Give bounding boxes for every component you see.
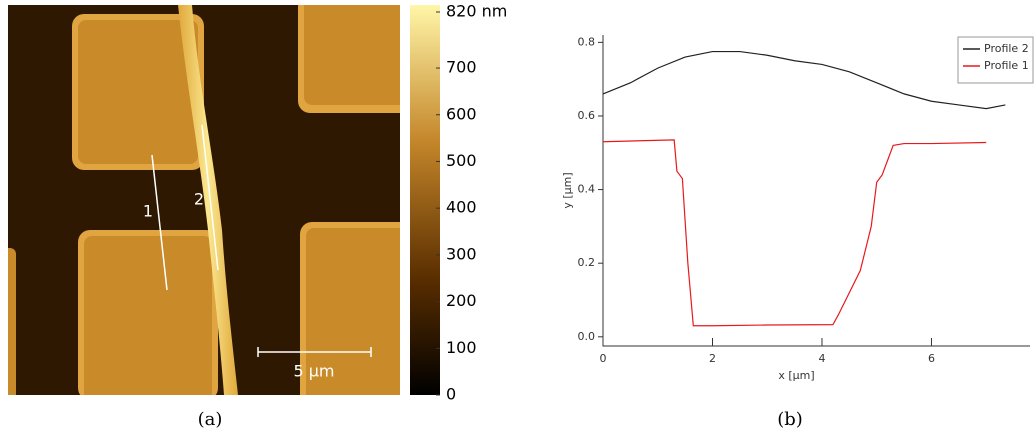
y-tick-label: 0.6 bbox=[578, 109, 596, 122]
x-axis-label: x [µm] bbox=[778, 369, 814, 382]
x-tick-label: 4 bbox=[818, 352, 825, 365]
legend-box bbox=[957, 36, 1034, 84]
x-tick-label: 0 bbox=[600, 352, 607, 365]
colorbar-label: 600 bbox=[446, 104, 477, 123]
profile-label: 1 bbox=[143, 202, 153, 221]
legend-label: Profile 2 bbox=[984, 42, 1029, 55]
caption: (a) bbox=[198, 409, 223, 430]
y-tick-label: 0.4 bbox=[578, 183, 596, 196]
colorbar-label: 820 nm bbox=[446, 2, 507, 21]
profile-line bbox=[602, 50, 1006, 110]
colorbar-label: 500 bbox=[446, 151, 477, 170]
colorbar-label: 700 bbox=[446, 58, 477, 77]
profile-line bbox=[602, 139, 987, 327]
y-tick-label: 0.0 bbox=[578, 330, 596, 343]
legend-label: Profile 1 bbox=[984, 59, 1029, 72]
caption: (b) bbox=[777, 409, 803, 430]
y-tick-label: 0.8 bbox=[578, 35, 596, 48]
x-tick-label: 2 bbox=[709, 352, 716, 365]
scale-bar-label: 5 µm bbox=[293, 362, 334, 381]
colorbar-label: 300 bbox=[446, 244, 477, 263]
colorbar-label: 100 bbox=[446, 338, 477, 357]
y-tick-label: 0.2 bbox=[578, 256, 596, 269]
colorbar-label: 0 bbox=[446, 385, 456, 404]
y-axis-label: y [µm] bbox=[561, 172, 574, 208]
colorbar-label: 400 bbox=[446, 198, 477, 217]
colorbar-label: 200 bbox=[446, 291, 477, 310]
x-tick-label: 6 bbox=[928, 352, 935, 365]
colorbar bbox=[410, 5, 440, 395]
afm-image: 1 2 5 µm bbox=[8, 5, 400, 395]
profile-label: 2 bbox=[194, 190, 204, 209]
